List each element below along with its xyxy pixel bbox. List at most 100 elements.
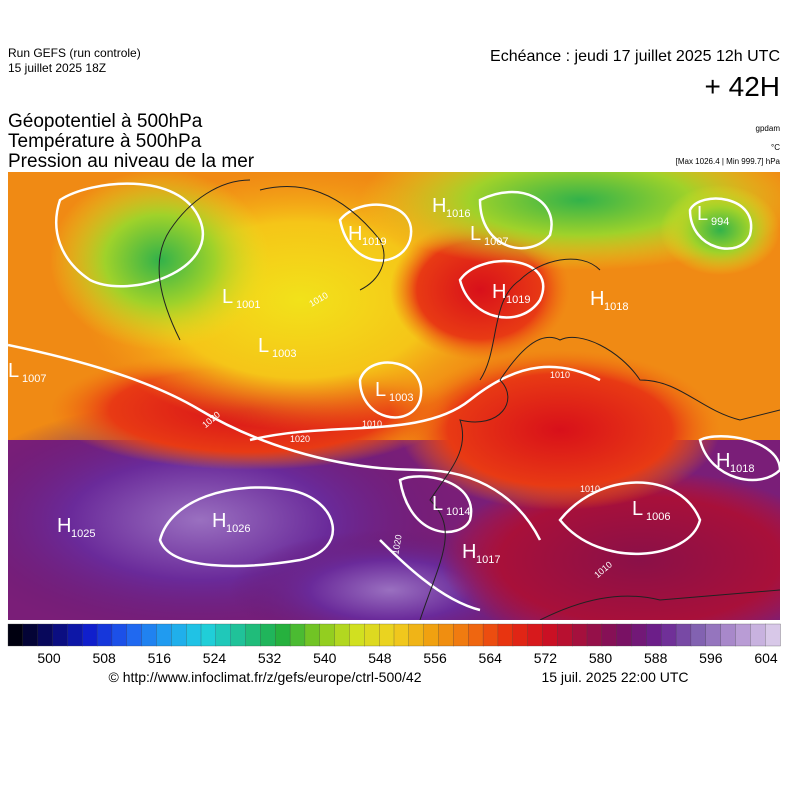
colorbar-swatch bbox=[52, 623, 69, 647]
isobar-label: 1020 bbox=[290, 434, 310, 444]
colorbar-swatch bbox=[7, 623, 24, 647]
colorbar-label: 516 bbox=[148, 650, 172, 666]
colorbar-swatch bbox=[572, 623, 588, 647]
unit-temperature: °C bbox=[771, 143, 780, 152]
colorbar-swatch bbox=[319, 623, 336, 647]
colorbar-swatch bbox=[616, 623, 633, 647]
colorbar-label: 588 bbox=[644, 650, 668, 666]
colorbar-swatch bbox=[690, 623, 707, 647]
issued-time: 15 juil. 2025 22:00 UTC bbox=[541, 669, 688, 685]
center-value: 1001 bbox=[236, 299, 260, 311]
colorbar-label: 596 bbox=[699, 650, 723, 666]
colorbar-swatch bbox=[304, 623, 321, 647]
colorbar-label: 564 bbox=[479, 650, 503, 666]
title-line: Pression au niveau de la mer bbox=[8, 151, 255, 172]
colorbar-swatch bbox=[245, 623, 262, 647]
colorbar: 500 508 516 524 532 540 548 556 564 572 580 588 596 6… bbox=[7, 623, 781, 666]
colorbar-swatch bbox=[215, 623, 232, 647]
center-letter: H bbox=[432, 195, 446, 217]
colorbar-swatch bbox=[586, 623, 603, 647]
colorbar-swatch bbox=[275, 623, 291, 647]
center-letter: H bbox=[212, 510, 226, 532]
center-value: 994 bbox=[711, 216, 729, 228]
center-value: 1014 bbox=[446, 506, 470, 518]
colorbar-swatch bbox=[141, 623, 158, 647]
center-value: 1007 bbox=[22, 373, 46, 385]
colorbar-swatch bbox=[230, 623, 247, 647]
colorbar-swatch bbox=[349, 623, 365, 647]
unit-geopotential: gpdam bbox=[756, 124, 781, 133]
colorbar-swatch bbox=[408, 623, 425, 647]
colorbar-swatch bbox=[646, 623, 662, 647]
colorbar-swatch bbox=[96, 623, 113, 647]
isobars bbox=[8, 182, 780, 612]
center-value: 1016 bbox=[446, 208, 470, 220]
colorbar-swatch bbox=[512, 623, 529, 647]
map-field bbox=[8, 172, 780, 620]
center-letter: H bbox=[57, 515, 71, 537]
center-value: 1007 bbox=[484, 236, 508, 248]
colorbar-label: 572 bbox=[534, 650, 558, 666]
colorbar-swatch bbox=[126, 623, 143, 647]
colorbar-swatch bbox=[260, 623, 276, 647]
colorbar-swatch bbox=[631, 623, 648, 647]
colorbar-label: 540 bbox=[313, 650, 337, 666]
source-link[interactable]: © http://www.infoclimat.fr/z/gefs/europe… bbox=[108, 669, 421, 685]
center-value: 1003 bbox=[272, 348, 296, 360]
colorbar-swatch bbox=[186, 623, 202, 647]
center-value: 1026 bbox=[226, 523, 250, 535]
colorbar-swatch bbox=[156, 623, 172, 647]
colorbar-swatch bbox=[111, 623, 128, 647]
coastlines bbox=[158, 179, 780, 620]
colorbar-label: 500 bbox=[37, 650, 61, 666]
center-value: 1018 bbox=[604, 301, 628, 313]
colorbar-label: 532 bbox=[258, 650, 282, 666]
isobar-label: 1010 bbox=[362, 419, 382, 429]
center-letter: L bbox=[697, 203, 708, 225]
center-letter: L bbox=[258, 335, 269, 357]
center-letter: L bbox=[8, 360, 19, 382]
colorbar-swatch bbox=[705, 623, 722, 647]
run-date: 15 juillet 2025 18Z bbox=[8, 61, 106, 75]
center-letter: H bbox=[492, 281, 506, 303]
isobar-label: 1010 bbox=[580, 484, 600, 494]
colorbar-swatch bbox=[438, 623, 455, 647]
colorbar-label: 556 bbox=[423, 650, 447, 666]
colorbar-label: 604 bbox=[754, 650, 778, 666]
colorbar-swatch bbox=[200, 623, 217, 647]
colorbar-swatch bbox=[720, 623, 737, 647]
center-letter: L bbox=[432, 493, 443, 515]
colorbar-swatch bbox=[364, 623, 380, 647]
colorbar-swatch bbox=[601, 623, 618, 647]
colorbar-swatch bbox=[735, 623, 751, 647]
title-line: Température à 500hPa bbox=[8, 131, 202, 152]
colorbar-swatch bbox=[82, 623, 98, 647]
center-letter: H bbox=[462, 541, 476, 563]
colorbar-swatch bbox=[423, 623, 440, 647]
colorbar-label: 508 bbox=[92, 650, 116, 666]
colorbar-swatch bbox=[661, 623, 677, 647]
isobar-label: 1010 bbox=[550, 370, 570, 380]
center-letter: L bbox=[222, 286, 233, 308]
center-letter: H bbox=[590, 288, 604, 310]
center-value: 1017 bbox=[476, 554, 500, 566]
isobar-label: 1020 bbox=[390, 534, 403, 555]
unit-pressure: [Max 1026.4 | Min 999.7] hPa bbox=[676, 157, 781, 166]
colorbar-swatch bbox=[22, 623, 39, 647]
colorbar-swatch bbox=[468, 623, 484, 647]
colorbar-swatch bbox=[379, 623, 395, 647]
colorbar-swatch bbox=[750, 623, 766, 647]
center-value: 1025 bbox=[71, 528, 95, 540]
colorbar-swatch bbox=[453, 623, 469, 647]
colorbar-swatch bbox=[482, 623, 499, 647]
center-letter: H bbox=[716, 450, 730, 472]
center-value: 1003 bbox=[389, 392, 413, 404]
center-letter: L bbox=[470, 223, 481, 245]
colorbar-swatch bbox=[765, 623, 781, 647]
colorbar-swatch bbox=[393, 623, 410, 647]
center-letter: H bbox=[348, 223, 362, 245]
center-value: 1018 bbox=[730, 463, 754, 475]
